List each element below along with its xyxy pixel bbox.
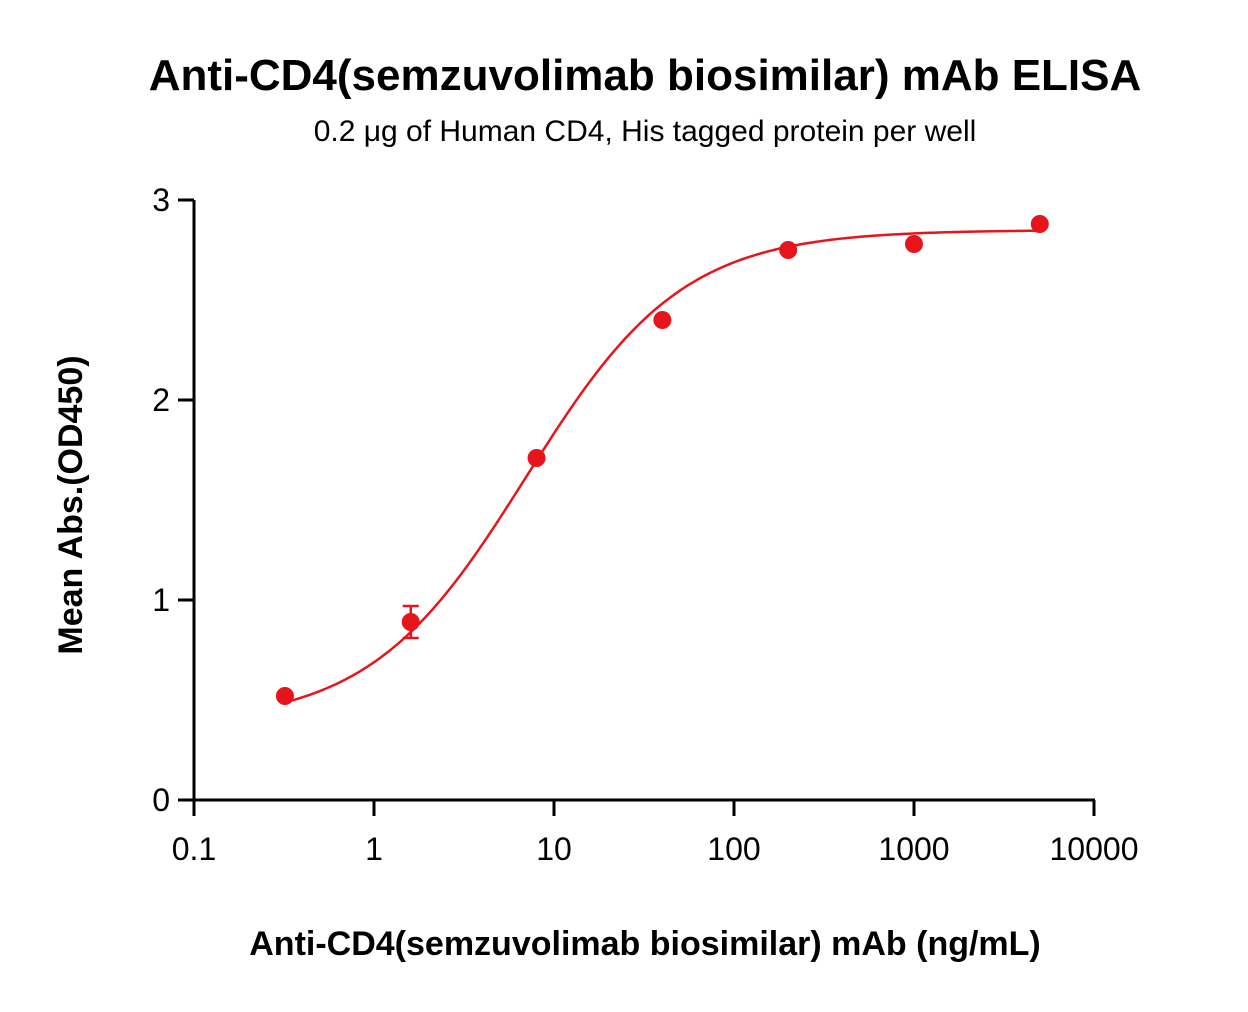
- x-tick-label: 0.1: [172, 831, 216, 867]
- data-point: [401, 613, 420, 631]
- data-point: [1030, 215, 1049, 233]
- data-point: [779, 241, 798, 259]
- chart-title: Anti-CD4(semzuvolimab biosimilar) mAb EL…: [149, 51, 1142, 100]
- y-tick-label: 0: [152, 782, 170, 818]
- x-tick-label: 100: [707, 831, 760, 867]
- x-tick-label: 10: [536, 831, 572, 867]
- x-tick-label: 1: [365, 831, 383, 867]
- data-point: [653, 311, 672, 329]
- x-axis-label: Anti-CD4(semzuvolimab biosimilar) mAb (n…: [249, 925, 1041, 963]
- y-axis-label: Mean Abs.(OD450): [52, 355, 90, 654]
- x-tick-label: 10000: [1050, 831, 1139, 867]
- x-tick-label: 1000: [878, 831, 949, 867]
- fit-curve: [284, 229, 1040, 704]
- data-point: [527, 449, 546, 467]
- data-point: [275, 687, 294, 705]
- fit-curve-layer: [284, 229, 1040, 704]
- y-tick-label: 2: [152, 382, 170, 418]
- chart-subtitle: 0.2 μg of Human CD4, His tagged protein …: [314, 115, 977, 148]
- data-point: [905, 235, 923, 253]
- y-tick-label: 3: [152, 182, 170, 218]
- axes: 0 1 2 3 0.1 1 10 100 1000 10000: [152, 182, 1138, 867]
- data-points-layer: [275, 215, 1049, 705]
- y-tick-label: 1: [152, 582, 170, 618]
